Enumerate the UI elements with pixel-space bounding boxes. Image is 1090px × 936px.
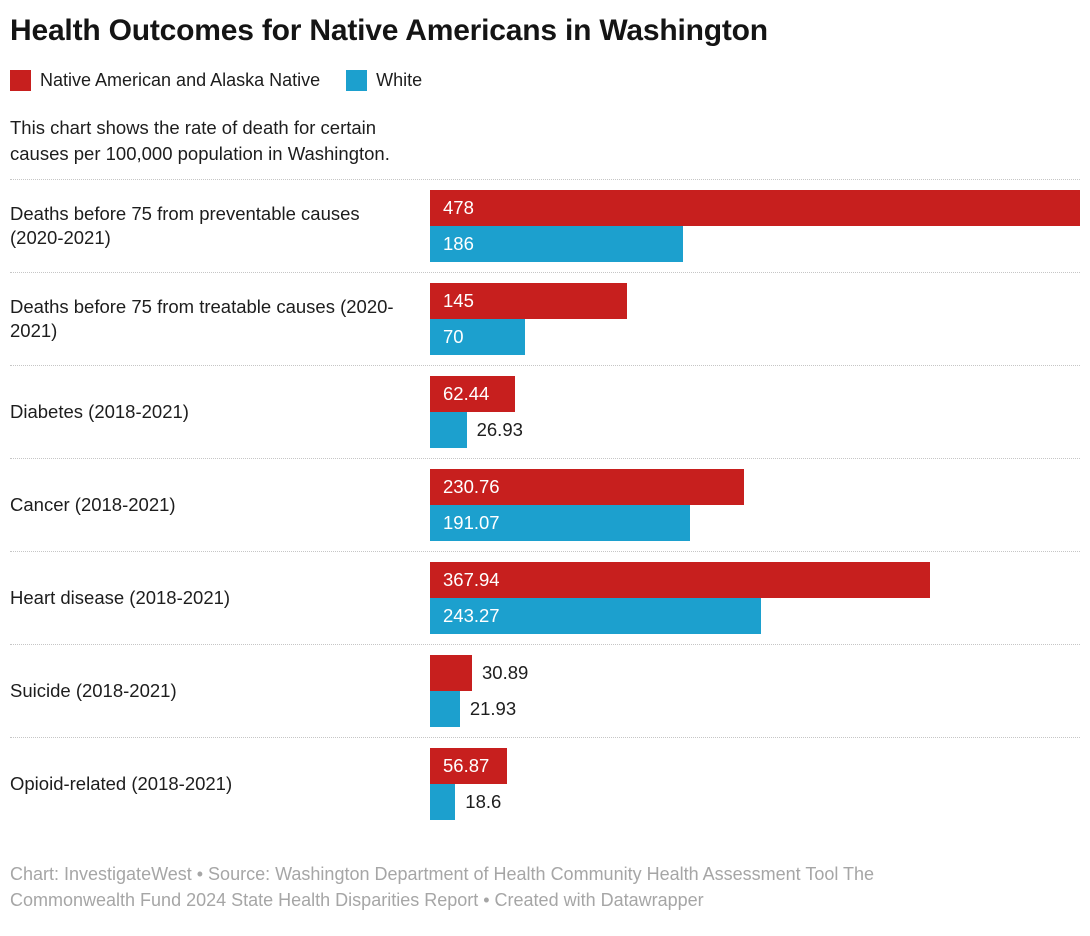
bar-white bbox=[430, 226, 683, 263]
bar-white bbox=[430, 691, 460, 728]
bar-group: 230.76 191.07 bbox=[430, 469, 1080, 542]
bar-track: 26.93 bbox=[430, 412, 1080, 449]
chart-row: Heart disease (2018-2021) 367.94 243.27 bbox=[10, 551, 1080, 644]
bar-value-label: 186 bbox=[443, 233, 474, 255]
bar-value-label: 191.07 bbox=[443, 512, 500, 534]
bar-track: 70 bbox=[430, 319, 1080, 356]
bar-value-label: 18.6 bbox=[465, 791, 502, 813]
chart-row: Deaths before 75 from preventable causes… bbox=[10, 179, 1080, 272]
bar-track: 230.76 bbox=[430, 469, 1080, 506]
chart-footer: Chart: InvestigateWest • Source: Washing… bbox=[10, 862, 1080, 913]
legend-swatch-blue bbox=[346, 70, 368, 91]
bar-track: 30.89 bbox=[430, 655, 1080, 692]
category-label: Heart disease (2018-2021) bbox=[10, 586, 231, 608]
bar-value-label: 230.76 bbox=[443, 476, 500, 498]
bar-track: 367.94 bbox=[430, 562, 1080, 599]
bar-track: 186 bbox=[430, 226, 1080, 263]
bar-native-american bbox=[430, 748, 508, 785]
bar-track: 478 bbox=[430, 190, 1080, 227]
category-label: Opioid-related (2018-2021) bbox=[10, 772, 233, 794]
bar-value-label: 26.93 bbox=[476, 419, 523, 441]
bar-group: 30.89 21.93 bbox=[430, 655, 1080, 728]
bar-value-label: 243.27 bbox=[443, 605, 500, 627]
legend-label: Native American and Alaska Native bbox=[40, 70, 321, 90]
bar-native-american bbox=[430, 283, 628, 320]
bar-white bbox=[430, 412, 467, 449]
bar-native-american bbox=[430, 376, 515, 413]
bar-white bbox=[430, 598, 761, 635]
bar-group: 145 70 bbox=[430, 283, 1080, 356]
bar-track: 145 bbox=[430, 283, 1080, 320]
bar-value-label: 62.44 bbox=[443, 383, 490, 405]
chart-row: Deaths before 75 from treatable causes (… bbox=[10, 272, 1080, 365]
bar-track: 21.93 bbox=[430, 691, 1080, 728]
legend-item-native-american: Native American and Alaska Native bbox=[10, 70, 320, 91]
bar-native-american bbox=[430, 190, 1080, 227]
bar-white bbox=[430, 784, 456, 821]
legend: Native American and Alaska Native White bbox=[10, 70, 1080, 91]
bar-track: 56.87 bbox=[430, 748, 1080, 785]
chart-row: Diabetes (2018-2021) 62.44 26.93 bbox=[10, 365, 1080, 458]
category-label: Diabetes (2018-2021) bbox=[10, 400, 189, 422]
bar-native-american bbox=[430, 562, 931, 599]
bar-value-label: 56.87 bbox=[443, 755, 490, 777]
bar-white bbox=[430, 319, 526, 356]
bar-group: 478 186 bbox=[430, 190, 1080, 263]
bar-track: 191.07 bbox=[430, 505, 1080, 542]
legend-item-white: White bbox=[346, 70, 422, 91]
bar-track: 18.6 bbox=[430, 784, 1080, 821]
page-title: Health Outcomes for Native Americans in … bbox=[10, 14, 768, 47]
bar-value-label: 70 bbox=[443, 326, 464, 348]
bar-track: 243.27 bbox=[430, 598, 1080, 635]
bar-value-label: 145 bbox=[443, 290, 474, 312]
bar-value-label: 478 bbox=[443, 197, 474, 219]
bar-group: 62.44 26.93 bbox=[430, 376, 1080, 449]
category-label: Cancer (2018-2021) bbox=[10, 493, 176, 515]
bar-value-label: 30.89 bbox=[482, 662, 529, 684]
legend-label: White bbox=[376, 70, 423, 90]
chart-rows: Deaths before 75 from preventable causes… bbox=[10, 179, 1080, 830]
category-label: Deaths before 75 from treatable causes (… bbox=[10, 295, 394, 342]
legend-swatch-red bbox=[10, 70, 31, 91]
chart-description: This chart shows the rate of death for c… bbox=[10, 117, 390, 164]
chart-row: Cancer (2018-2021) 230.76 191.07 bbox=[10, 458, 1080, 551]
footer-line-1: Chart: InvestigateWest • Source: Washing… bbox=[10, 864, 875, 885]
bar-white bbox=[430, 505, 690, 542]
bar-group: 56.87 18.6 bbox=[430, 748, 1080, 821]
chart-row: Opioid-related (2018-2021) 56.87 18.6 bbox=[10, 737, 1080, 830]
footer-line-2: Commonwealth Fund 2024 State Health Disp… bbox=[10, 889, 704, 910]
bar-native-american bbox=[430, 655, 472, 692]
bar-track: 62.44 bbox=[430, 376, 1080, 413]
bar-value-label: 367.94 bbox=[443, 569, 500, 591]
bar-native-american bbox=[430, 469, 744, 506]
category-label: Deaths before 75 from preventable causes… bbox=[10, 202, 360, 249]
category-label: Suicide (2018-2021) bbox=[10, 679, 177, 701]
chart-row: Suicide (2018-2021) 30.89 21.93 bbox=[10, 644, 1080, 737]
bar-value-label: 21.93 bbox=[469, 698, 517, 720]
bar-group: 367.94 243.27 bbox=[430, 562, 1080, 635]
